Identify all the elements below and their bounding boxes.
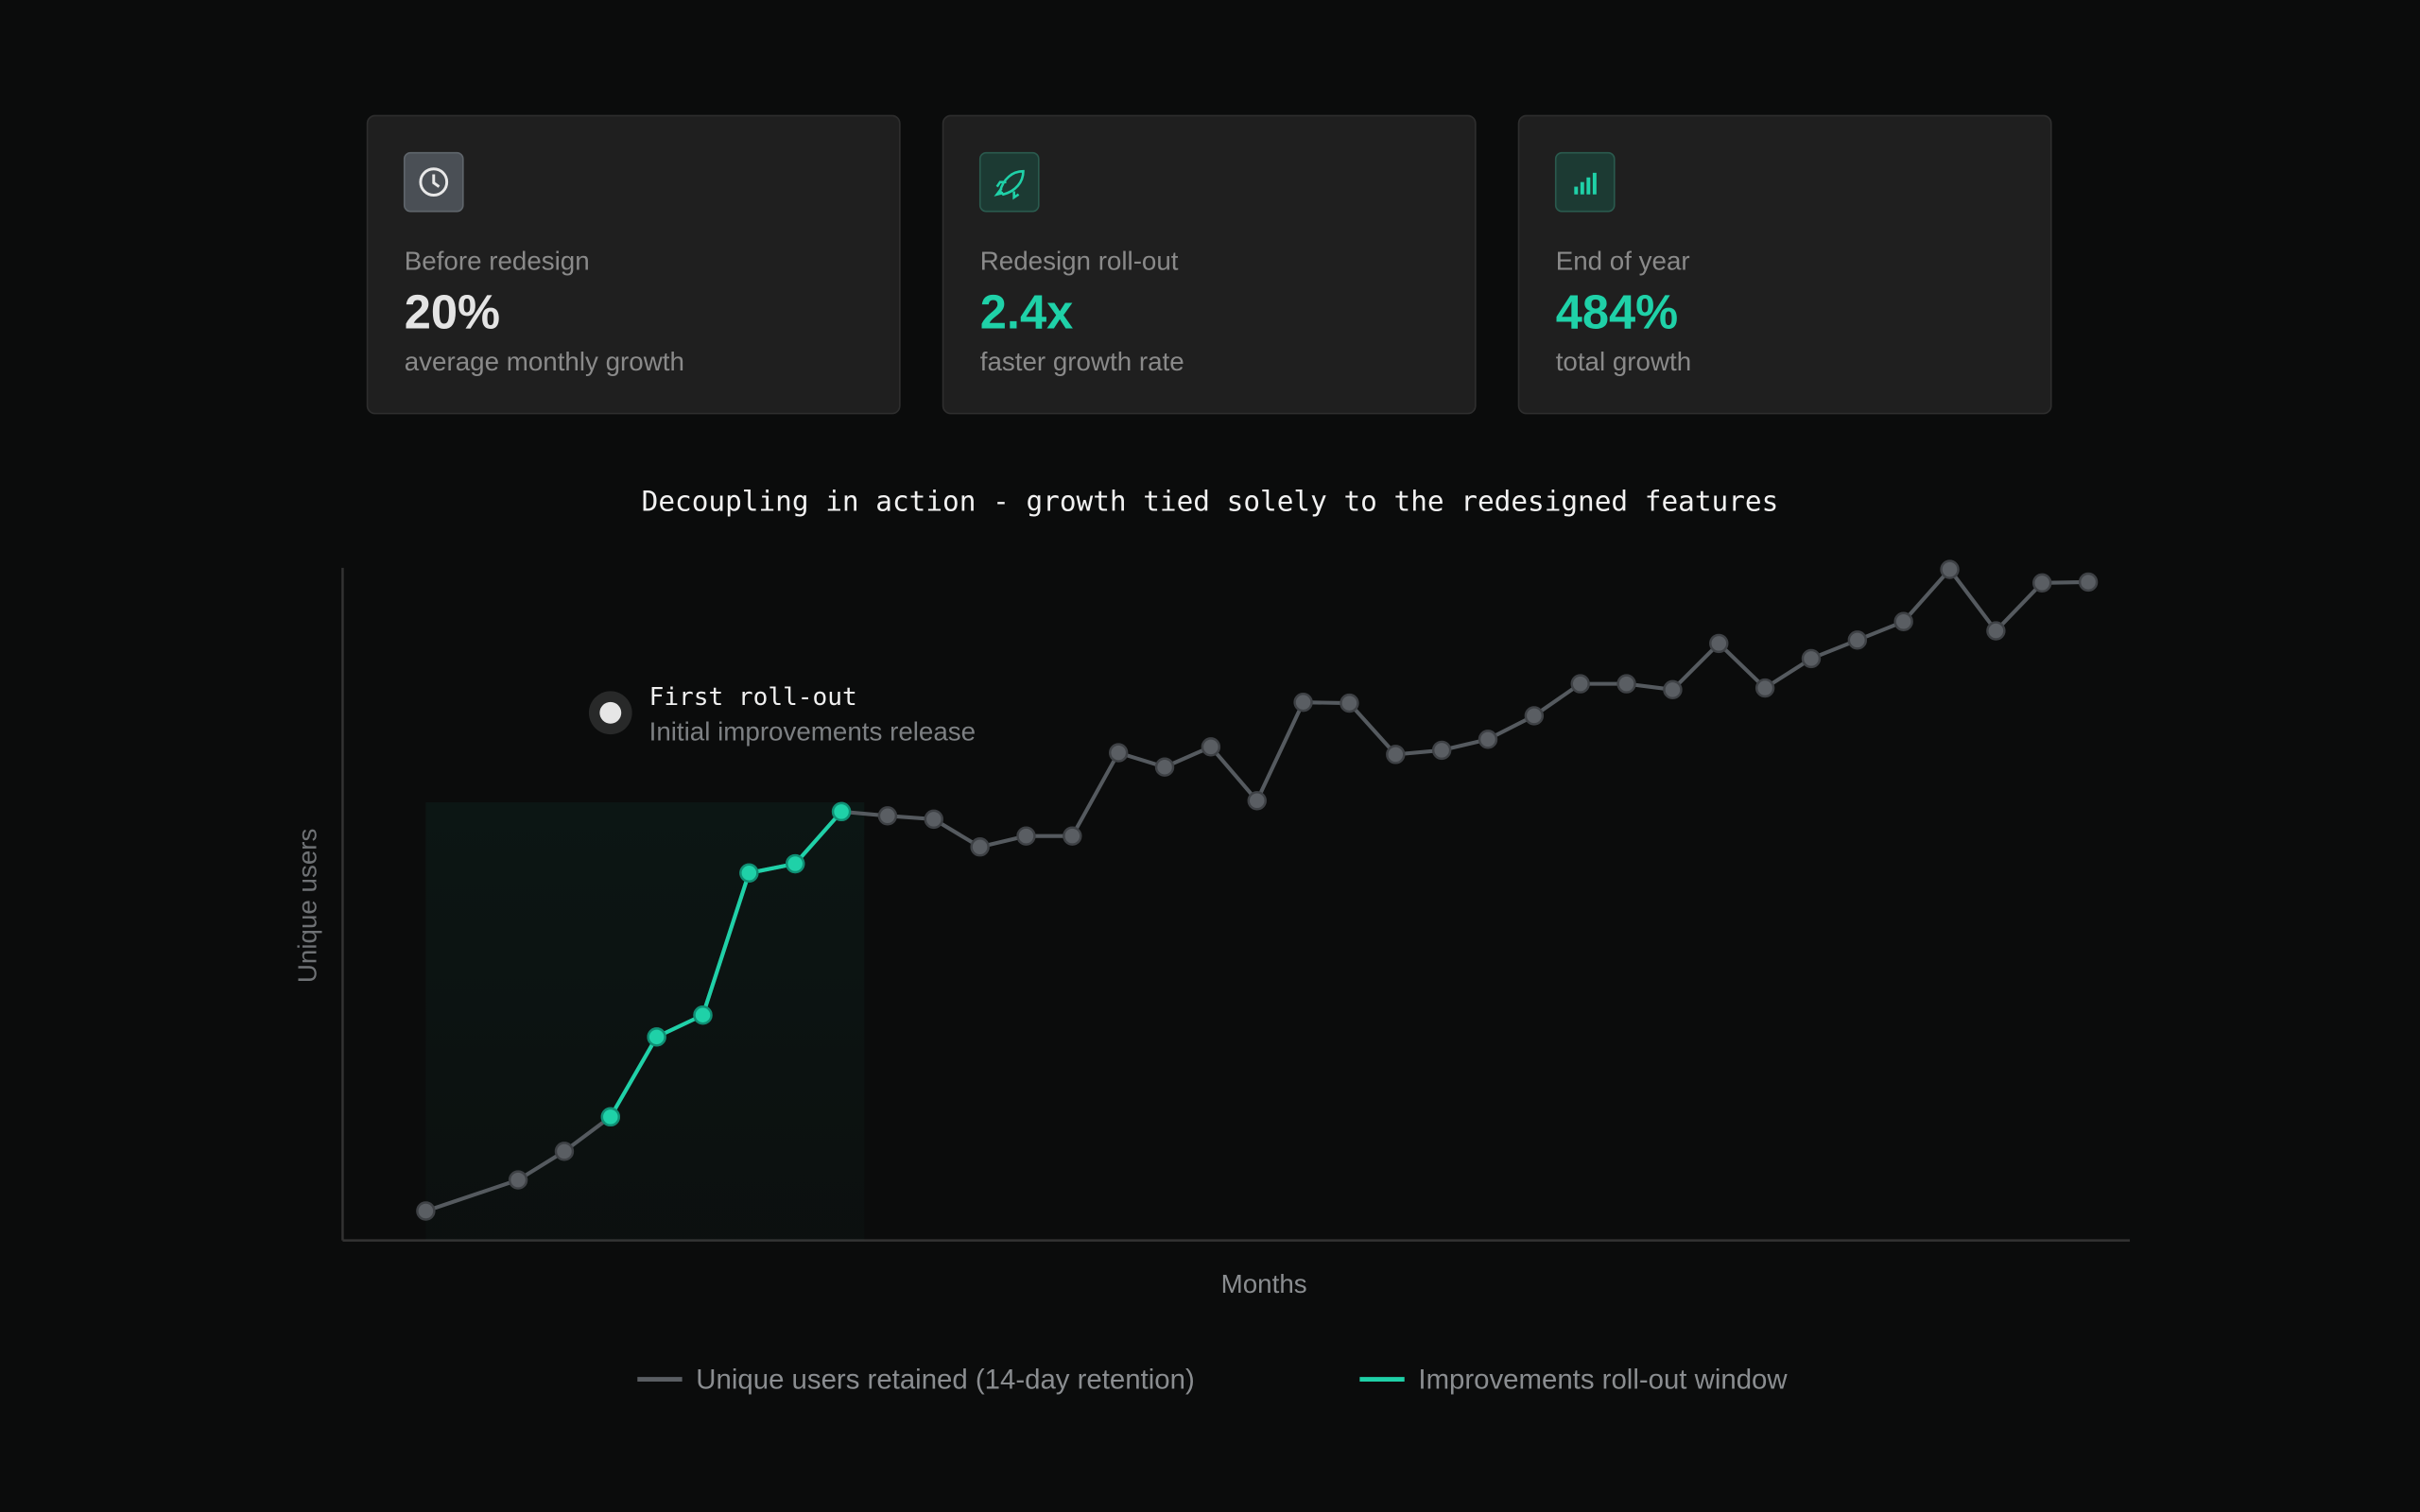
data-point bbox=[1663, 679, 1683, 700]
data-point bbox=[1801, 648, 1822, 669]
data-point bbox=[1478, 730, 1498, 749]
data-point bbox=[877, 806, 898, 826]
data-point bbox=[831, 801, 852, 822]
data-point bbox=[1340, 693, 1359, 713]
data-point bbox=[600, 1107, 621, 1127]
series-line bbox=[609, 810, 843, 1118]
data-point bbox=[1293, 692, 1313, 713]
data-point bbox=[554, 1142, 575, 1161]
data-point bbox=[1201, 737, 1221, 757]
bars-icon bbox=[1554, 151, 1616, 213]
stat-description: faster growth rate bbox=[980, 347, 1184, 376]
stat-card bbox=[366, 114, 901, 415]
data-point bbox=[1616, 674, 1636, 694]
annotation-text: Initial improvements release bbox=[649, 717, 976, 747]
data-point bbox=[2032, 573, 2052, 593]
data-point bbox=[1709, 633, 1729, 654]
stat-card bbox=[1517, 114, 2052, 415]
stat-label: End of year bbox=[1556, 247, 1690, 276]
legend-label: Unique users retained (14-day retention) bbox=[696, 1364, 1194, 1395]
annotation-dot bbox=[599, 701, 622, 724]
stat-label: Before redesign bbox=[405, 247, 590, 276]
data-point bbox=[1847, 630, 1868, 650]
data-point bbox=[1570, 674, 1590, 694]
stat-value: 2.4x bbox=[980, 285, 1074, 339]
data-point bbox=[1063, 826, 1082, 846]
data-point bbox=[1108, 743, 1129, 763]
data-point bbox=[739, 863, 759, 884]
stat-label: Redesign roll-out bbox=[980, 247, 1179, 276]
data-point bbox=[1986, 621, 2006, 641]
data-point bbox=[693, 1005, 713, 1025]
data-point bbox=[1431, 740, 1452, 761]
data-point bbox=[1016, 826, 1036, 846]
data-point bbox=[416, 1201, 436, 1221]
rocket-icon bbox=[978, 151, 1040, 213]
data-point bbox=[2078, 572, 2099, 593]
rollout-area bbox=[425, 801, 865, 1241]
data-point bbox=[970, 837, 990, 857]
data-point bbox=[1386, 745, 1406, 765]
stat-value: 20% bbox=[405, 285, 500, 339]
data-point bbox=[1247, 791, 1267, 811]
chart-title: Decoupling in action - growth tied solel… bbox=[642, 485, 1779, 517]
stat-description: average monthly growth bbox=[405, 347, 684, 376]
stat-value: 484% bbox=[1556, 285, 1678, 339]
data-point bbox=[1940, 559, 1960, 579]
clock-icon bbox=[403, 151, 464, 213]
data-point bbox=[1754, 678, 1775, 698]
data-point bbox=[1893, 611, 1913, 631]
data-point bbox=[508, 1170, 528, 1190]
legend-label: Improvements roll-out window bbox=[1418, 1364, 1788, 1395]
data-point bbox=[647, 1027, 666, 1047]
x-axis-label: Months bbox=[1221, 1269, 1307, 1298]
plot: First roll-out Initial improvements relea… bbox=[341, 559, 2131, 1395]
data-point bbox=[1524, 706, 1545, 726]
stat-card bbox=[942, 114, 1477, 415]
y-axis-label: Unique users bbox=[293, 829, 322, 984]
data-point bbox=[786, 853, 805, 874]
data-point bbox=[924, 809, 943, 830]
data-point bbox=[1154, 757, 1175, 777]
stat-description: total growth bbox=[1556, 347, 1691, 376]
stat-cards: Before redesign 20% average monthly growth… bbox=[366, 114, 2052, 415]
annotation-title: First roll-out bbox=[649, 683, 857, 712]
